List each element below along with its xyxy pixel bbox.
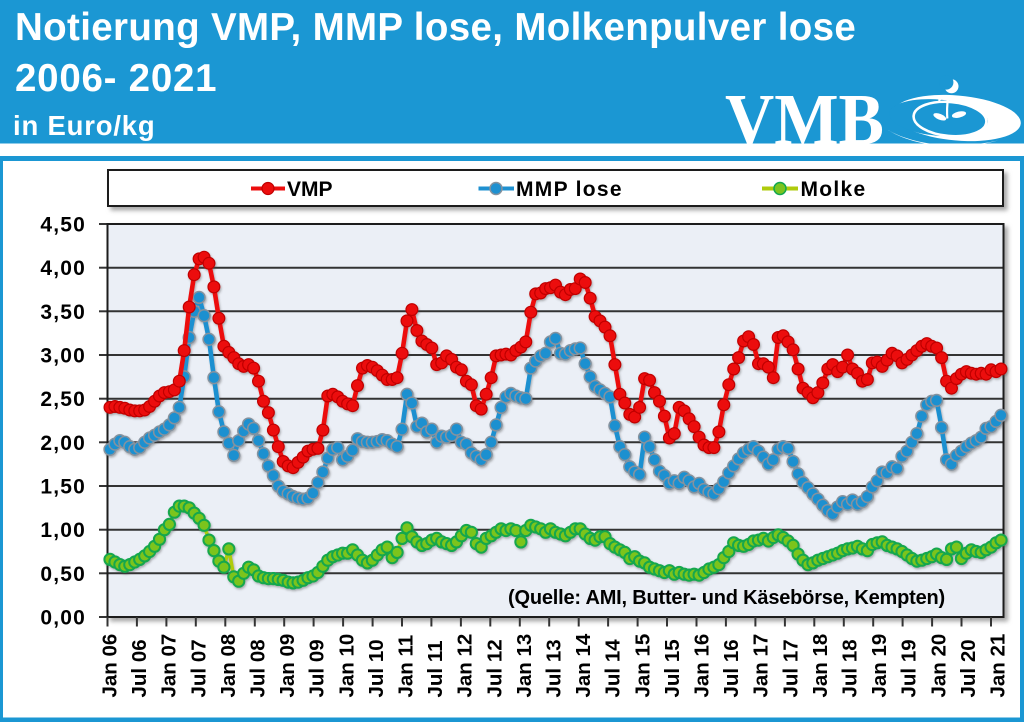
svg-text:Jan 10: Jan 10 — [335, 634, 358, 698]
svg-text:Jan 12: Jan 12 — [454, 634, 477, 698]
svg-text:3,00: 3,00 — [40, 345, 86, 368]
svg-text:(Quelle: AMI, Butter- und Käse: (Quelle: AMI, Butter- und Käsebörse, Kem… — [508, 587, 945, 609]
svg-text:VMB: VMB — [725, 79, 884, 160]
svg-text:Jan 09: Jan 09 — [276, 634, 299, 698]
svg-text:Jul 14: Jul 14 — [602, 639, 625, 698]
svg-text:Jan 07: Jan 07 — [158, 634, 181, 698]
svg-text:Notierung VMP, MMP lose, Molke: Notierung VMP, MMP lose, Molkenpulver lo… — [15, 6, 856, 49]
svg-text:Jul 19: Jul 19 — [898, 639, 921, 697]
svg-text:Jul 09: Jul 09 — [306, 639, 329, 697]
svg-text:Jan 06: Jan 06 — [99, 634, 122, 698]
svg-text:2,00: 2,00 — [40, 432, 86, 455]
svg-text:Jan 15: Jan 15 — [631, 634, 654, 698]
svg-text:in Euro/kg: in Euro/kg — [13, 110, 155, 141]
svg-text:Jul 06: Jul 06 — [128, 639, 151, 697]
svg-text:Jan 14: Jan 14 — [572, 633, 595, 697]
svg-text:0,00: 0,00 — [40, 607, 86, 630]
svg-text:2,50: 2,50 — [40, 388, 86, 411]
svg-text:Jan 19: Jan 19 — [868, 634, 891, 698]
svg-text:0,50: 0,50 — [40, 563, 86, 586]
svg-text:Jul 08: Jul 08 — [247, 639, 270, 697]
svg-text:Jul 11: Jul 11 — [424, 641, 447, 698]
svg-text:MMP lose: MMP lose — [516, 178, 623, 201]
svg-text:Jul 15: Jul 15 — [661, 639, 684, 697]
svg-text:Jan 21: Jan 21 — [987, 634, 1010, 698]
svg-text:Jan 08: Jan 08 — [217, 634, 240, 698]
svg-text:4,50: 4,50 — [40, 214, 86, 237]
svg-text:Jul 20: Jul 20 — [957, 639, 980, 697]
svg-text:Jul 13: Jul 13 — [543, 639, 566, 697]
svg-text:Molke: Molke — [801, 178, 867, 201]
svg-text:Jul 07: Jul 07 — [187, 639, 210, 697]
svg-text:Jan 11: Jan 11 — [395, 635, 418, 698]
svg-text:1,00: 1,00 — [40, 519, 86, 542]
svg-text:3,50: 3,50 — [40, 301, 86, 324]
svg-text:Jul 12: Jul 12 — [483, 639, 506, 697]
svg-text:Jul 10: Jul 10 — [365, 639, 388, 697]
svg-text:Jan 17: Jan 17 — [750, 634, 773, 698]
svg-text:VMP: VMP — [287, 178, 333, 201]
svg-text:Jul 17: Jul 17 — [779, 639, 802, 697]
svg-text:Jan 20: Jan 20 — [927, 634, 950, 698]
svg-text:Jan 13: Jan 13 — [513, 634, 536, 698]
svg-text:1,50: 1,50 — [40, 476, 86, 499]
svg-text:Jan 18: Jan 18 — [809, 634, 832, 698]
svg-text:Jul 18: Jul 18 — [839, 639, 862, 697]
svg-text:Jan 16: Jan 16 — [691, 634, 714, 698]
svg-text:Jul 16: Jul 16 — [720, 639, 743, 697]
svg-text:4,00: 4,00 — [40, 257, 86, 280]
svg-text:2006- 2021: 2006- 2021 — [15, 57, 217, 100]
